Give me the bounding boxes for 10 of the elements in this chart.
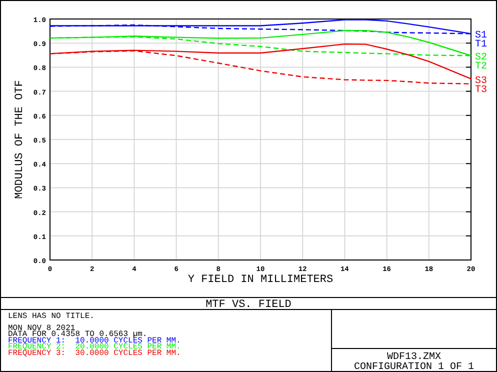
text: LENS HAS NO TITLE.	[8, 312, 94, 321]
text: CONFIGURATION 1 OF 1	[354, 362, 474, 372]
series-label: T3	[475, 84, 488, 96]
text: FREQUENCY 3: 30.0000 CYCLES PER MM.	[8, 348, 181, 358]
text: WDF13.ZMX	[386, 352, 442, 363]
series-label: T2	[475, 62, 488, 73]
y-axis-title: MODULUS OF THE OTF	[14, 80, 26, 199]
x-axis-title: Y FIELD IN MILLIMETERS	[188, 274, 334, 286]
text: MTF VS. FIELD	[206, 299, 292, 311]
series-label: T1	[475, 40, 488, 51]
